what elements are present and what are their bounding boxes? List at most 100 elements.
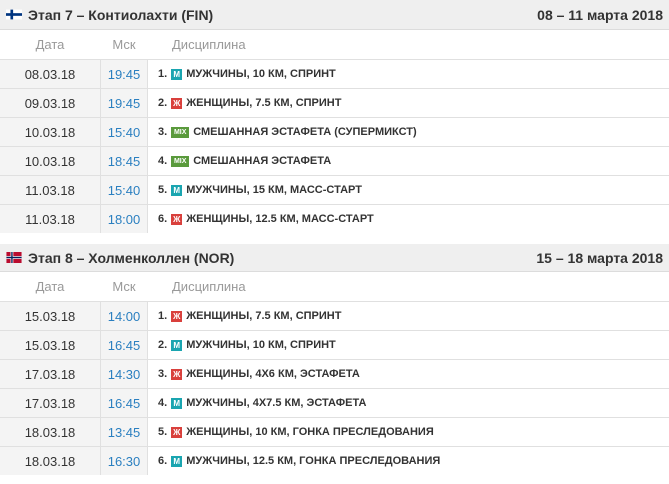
race-name: СМЕШАННАЯ ЭСТАФЕТА [193, 155, 332, 167]
women-badge: Ж [171, 97, 183, 109]
race-date: 15.03.18 [0, 302, 100, 330]
race-name: МУЖЧИНЫ, 12.5 КМ, ГОНКА ПРЕСЛЕДОВАНИЯ [186, 455, 441, 467]
men-badge: М [171, 184, 183, 196]
race-name: ЖЕНЩИНЫ, 12.5 КМ, МАСС-СТАРТ [186, 213, 374, 225]
race-row: 10.03.18 15:40 3. MIX СМЕШАННАЯ ЭСТАФЕТА (СУ… [0, 117, 669, 146]
race-date: 10.03.18 [0, 118, 100, 146]
race-discipline: 3. MIX СМЕШАННАЯ ЭСТАФЕТА (СУПЕРМИКСТ) [148, 126, 669, 138]
time-column-header: Мск [112, 279, 136, 294]
race-name: ЖЕНЩИНЫ, 10 КМ, ГОНКА ПРЕСЛЕДОВАНИЯ [186, 426, 434, 438]
race-name: МУЖЧИНЫ, 10 КМ, СПРИНТ [186, 339, 336, 351]
race-date: 17.03.18 [0, 360, 100, 388]
finland-flag-icon [6, 9, 22, 20]
date-column-header: Дата [35, 279, 65, 294]
race-number: 1. [158, 68, 168, 80]
race-row: 17.03.18 16:45 4. М МУЖЧИНЫ, 4Х7.5 КМ, ЭСТАФ… [0, 388, 669, 417]
discipline-column-header: Дисциплина [172, 279, 246, 294]
race-name: МУЖЧИНЫ, 15 КМ, МАСС-СТАРТ [186, 184, 362, 196]
men-badge: М [171, 455, 183, 467]
race-discipline: 3. Ж ЖЕНЩИНЫ, 4Х6 КМ, ЭСТАФЕТА [148, 368, 669, 380]
race-discipline: 5. Ж ЖЕНЩИНЫ, 10 КМ, ГОНКА ПРЕСЛЕДОВАНИЯ [148, 426, 669, 438]
race-date: 15.03.18 [0, 331, 100, 359]
norway-flag-icon [6, 252, 22, 263]
race-date: 10.03.18 [0, 147, 100, 175]
race-row: 17.03.18 14:30 3. Ж ЖЕНЩИНЫ, 4Х6 КМ, ЭСТАФЕТ… [0, 359, 669, 388]
race-row: 11.03.18 15:40 5. М МУЖЧИНЫ, 15 КМ, МАСС-СТА… [0, 175, 669, 204]
race-time-link[interactable]: 19:45 [100, 60, 148, 88]
women-badge: Ж [171, 310, 183, 322]
race-number: 4. [158, 155, 168, 167]
race-name: ЖЕНЩИНЫ, 7.5 КМ, СПРИНТ [186, 310, 342, 322]
race-discipline: 4. М МУЖЧИНЫ, 4Х7.5 КМ, ЭСТАФЕТА [148, 397, 669, 409]
race-discipline: 6. Ж ЖЕНЩИНЫ, 12.5 КМ, МАСС-СТАРТ [148, 213, 669, 225]
race-row: 10.03.18 18:45 4. MIX СМЕШАННАЯ ЭСТАФЕТА [0, 146, 669, 175]
race-number: 3. [158, 126, 168, 138]
race-time-link[interactable]: 19:45 [100, 89, 148, 117]
race-number: 2. [158, 339, 168, 351]
time-column-header: Мск [112, 37, 136, 52]
race-time-link[interactable]: 18:00 [100, 205, 148, 233]
race-time-link[interactable]: 13:45 [100, 418, 148, 446]
discipline-column-header: Дисциплина [172, 37, 246, 52]
stage-7: Этап 7 – Контиолахти (FIN) 08 – 11 марта… [0, 0, 669, 233]
race-number: 5. [158, 184, 168, 196]
race-date: 17.03.18 [0, 389, 100, 417]
race-time-link[interactable]: 15:40 [100, 176, 148, 204]
race-number: 2. [158, 97, 168, 109]
race-time-link[interactable]: 16:45 [100, 331, 148, 359]
men-badge: М [171, 397, 183, 409]
race-discipline: 2. М МУЖЧИНЫ, 10 КМ, СПРИНТ [148, 339, 669, 351]
race-time-link[interactable]: 14:00 [100, 302, 148, 330]
race-number: 6. [158, 455, 168, 467]
race-date: 09.03.18 [0, 89, 100, 117]
race-time-link[interactable]: 16:30 [100, 447, 148, 475]
women-badge: Ж [171, 426, 183, 438]
race-name: ЖЕНЩИНЫ, 7.5 КМ, СПРИНТ [186, 97, 342, 109]
race-number: 5. [158, 426, 168, 438]
race-date: 18.03.18 [0, 447, 100, 475]
race-number: 3. [158, 368, 168, 380]
men-badge: М [171, 68, 183, 80]
race-time-link[interactable]: 14:30 [100, 360, 148, 388]
race-discipline: 5. М МУЖЧИНЫ, 15 КМ, МАСС-СТАРТ [148, 184, 669, 196]
men-badge: М [171, 339, 183, 351]
women-badge: Ж [171, 213, 183, 225]
race-row: 15.03.18 14:00 1. Ж ЖЕНЩИНЫ, 7.5 КМ, СПРИНТ [0, 301, 669, 330]
mixed-badge: MIX [171, 155, 190, 167]
stage-dates: 15 – 18 марта 2018 [536, 249, 663, 266]
race-date: 18.03.18 [0, 418, 100, 446]
stage-header: Этап 7 – Контиолахти (FIN) 08 – 11 марта… [0, 0, 669, 30]
race-discipline: 4. MIX СМЕШАННАЯ ЭСТАФЕТА [148, 155, 669, 167]
race-date: 08.03.18 [0, 60, 100, 88]
race-row: 09.03.18 19:45 2. Ж ЖЕНЩИНЫ, 7.5 КМ, СПРИНТ [0, 88, 669, 117]
race-name: МУЖЧИНЫ, 4Х7.5 КМ, ЭСТАФЕТА [186, 397, 367, 409]
stage-title: Этап 7 – Контиолахти (FIN) [28, 6, 214, 23]
stage-dates: 08 – 11 марта 2018 [537, 6, 663, 23]
race-row: 15.03.18 16:45 2. М МУЖЧИНЫ, 10 КМ, СПРИНТ [0, 330, 669, 359]
race-number: 4. [158, 397, 168, 409]
race-number: 1. [158, 310, 168, 322]
race-name: СМЕШАННАЯ ЭСТАФЕТА (СУПЕРМИКСТ) [193, 126, 417, 138]
stage-8: Этап 8 – Холменколлен (NOR) 15 – 18 март… [0, 244, 669, 475]
race-discipline: 1. Ж ЖЕНЩИНЫ, 7.5 КМ, СПРИНТ [148, 310, 669, 322]
race-name: МУЖЧИНЫ, 10 КМ, СПРИНТ [186, 68, 336, 80]
race-time-link[interactable]: 18:45 [100, 147, 148, 175]
race-discipline: 2. Ж ЖЕНЩИНЫ, 7.5 КМ, СПРИНТ [148, 97, 669, 109]
stage-header: Этап 8 – Холменколлен (NOR) 15 – 18 март… [0, 244, 669, 272]
date-column-header: Дата [35, 37, 65, 52]
mixed-badge: MIX [171, 126, 190, 138]
race-row: 11.03.18 18:00 6. Ж ЖЕНЩИНЫ, 12.5 КМ, МАСС-С… [0, 204, 669, 233]
race-date: 11.03.18 [0, 176, 100, 204]
column-headers: Дата Мск Дисциплина [0, 30, 669, 59]
race-date: 11.03.18 [0, 205, 100, 233]
women-badge: Ж [171, 368, 183, 380]
race-number: 6. [158, 213, 168, 225]
race-row: 08.03.18 19:45 1. М МУЖЧИНЫ, 10 КМ, СПРИНТ [0, 59, 669, 88]
stage-title: Этап 8 – Холменколлен (NOR) [28, 249, 235, 266]
race-row: 18.03.18 16:30 6. М МУЖЧИНЫ, 12.5 КМ, ГОНКА … [0, 446, 669, 475]
race-name: ЖЕНЩИНЫ, 4Х6 КМ, ЭСТАФЕТА [186, 368, 360, 380]
race-discipline: 1. М МУЖЧИНЫ, 10 КМ, СПРИНТ [148, 68, 669, 80]
race-time-link[interactable]: 15:40 [100, 118, 148, 146]
race-time-link[interactable]: 16:45 [100, 389, 148, 417]
